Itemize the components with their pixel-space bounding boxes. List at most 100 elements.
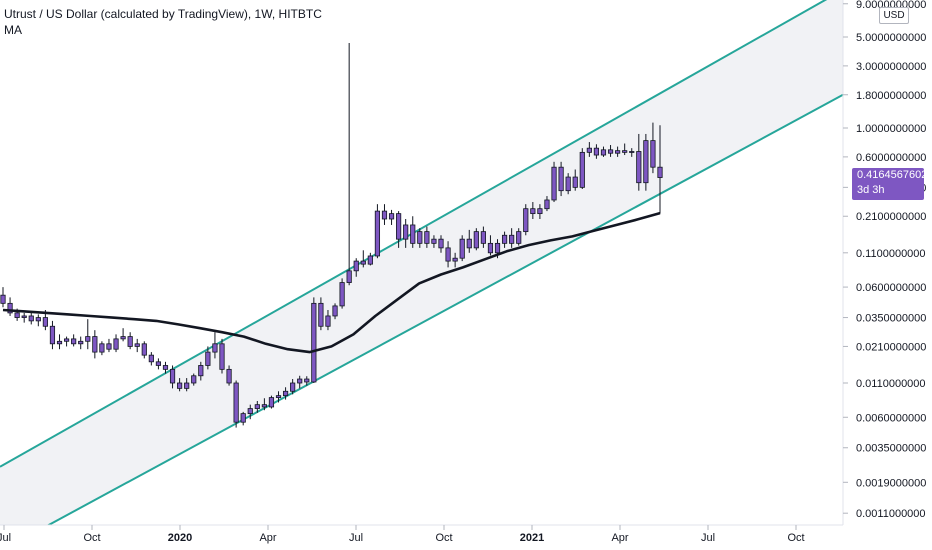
candle <box>586 142 592 157</box>
candle <box>417 228 423 248</box>
candle <box>85 319 91 350</box>
candle-body <box>297 378 303 384</box>
candle-body <box>261 404 267 408</box>
candle-body <box>268 397 275 408</box>
candle-body <box>473 231 479 249</box>
currency-button[interactable]: USD <box>879 7 909 24</box>
candle-body <box>360 260 366 265</box>
candle <box>593 144 600 159</box>
candle-body <box>374 210 381 257</box>
candle-body <box>71 338 77 345</box>
candle <box>509 228 515 248</box>
candle <box>360 250 366 268</box>
candle <box>56 334 63 350</box>
candle-body <box>523 208 529 233</box>
candle-body <box>148 354 154 363</box>
candle <box>318 297 324 331</box>
price-tick-label: 0.0019000000 <box>856 477 926 489</box>
candle <box>551 161 557 203</box>
candle <box>438 235 444 253</box>
candle-body <box>353 260 359 272</box>
candle-body <box>424 231 430 244</box>
candle-body <box>226 368 232 384</box>
candle <box>261 398 267 411</box>
candle-body <box>113 338 119 350</box>
candle <box>452 252 458 268</box>
candle-body <box>141 343 147 356</box>
candle <box>579 148 585 189</box>
candle <box>63 336 70 347</box>
candle-body <box>494 242 501 254</box>
candle <box>346 42 352 286</box>
candle <box>523 204 529 236</box>
candle <box>615 146 621 157</box>
candle-body <box>275 395 282 398</box>
candle-body <box>516 231 522 244</box>
candle <box>636 133 642 191</box>
candle-body <box>346 270 352 283</box>
candle <box>381 204 388 225</box>
candle-body <box>290 382 296 392</box>
candle <box>282 387 289 400</box>
candle-body <box>127 336 133 347</box>
channel-upper-line[interactable] <box>0 0 843 468</box>
time-tick-label: 2020 <box>168 532 192 544</box>
price-tick-label: 0.0035000000 <box>856 443 926 455</box>
candle-body <box>615 150 621 154</box>
price-tick-label: 0.6000000000 <box>856 152 926 164</box>
price-axis[interactable]: 9.0000000000 5.0000000000 3.0000000000 1.80… <box>843 0 926 520</box>
candle-body <box>459 238 465 259</box>
candle-body <box>396 213 402 240</box>
candle <box>657 125 663 214</box>
candle <box>325 310 331 331</box>
candle-body <box>530 208 536 215</box>
candle-body <box>487 242 494 254</box>
price-tick-label: 5.0000000000 <box>856 32 926 44</box>
candle <box>332 303 338 320</box>
candle <box>49 320 56 350</box>
time-tick-label: Apr <box>259 532 276 544</box>
candle <box>127 332 133 350</box>
indicator-label[interactable]: MA <box>4 23 22 37</box>
candle-body <box>155 361 162 366</box>
candle-body <box>134 343 140 347</box>
candle <box>71 334 77 347</box>
time-tick-label: Oct <box>83 532 100 544</box>
candle-body <box>537 208 543 215</box>
candle <box>445 241 451 268</box>
candle-body <box>169 368 176 384</box>
candle <box>113 334 119 353</box>
candle-body <box>410 224 416 244</box>
candle <box>431 235 437 248</box>
candle <box>572 169 578 191</box>
time-tick-label: Jul <box>349 532 363 544</box>
channel-lower-line[interactable] <box>0 93 843 550</box>
candle <box>268 395 275 409</box>
price-tick-label: 0.0011000000 <box>856 508 926 520</box>
candle-body <box>466 238 472 249</box>
candle-body <box>162 365 169 370</box>
candle <box>600 146 607 157</box>
candle-body <box>579 151 585 188</box>
candle-body <box>120 336 126 340</box>
candle <box>339 278 345 309</box>
candle-body <box>403 224 409 240</box>
candle <box>28 312 34 325</box>
candle <box>184 378 190 392</box>
candle-body <box>565 176 571 192</box>
price-tick-label: 0.0600000000 <box>856 282 926 294</box>
candle <box>148 352 154 366</box>
price-tick-label: 0.2100000000 <box>856 211 926 223</box>
candle <box>290 379 296 395</box>
candle-body <box>636 151 642 184</box>
candle <box>226 365 232 386</box>
candle <box>530 202 536 220</box>
candles <box>0 42 663 428</box>
last-price-value: 0.4164567602 <box>857 168 928 181</box>
candle-body <box>56 340 63 345</box>
time-axis[interactable]: Jul Oct 2020 Apr Jul Oct 2021 Apr Jul Oct <box>0 525 805 544</box>
candle <box>198 361 204 381</box>
candle-body <box>332 305 338 317</box>
candle <box>120 328 126 342</box>
